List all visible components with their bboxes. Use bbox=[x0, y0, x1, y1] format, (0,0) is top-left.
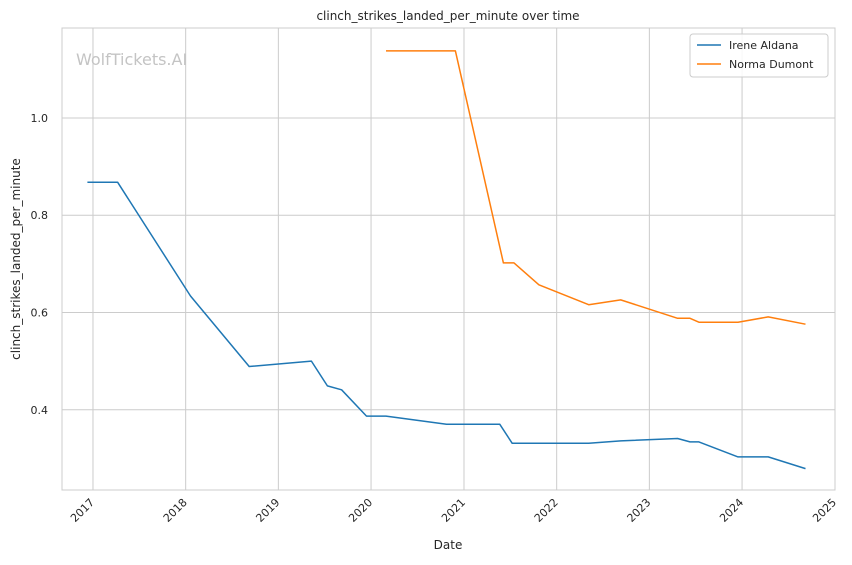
legend-label: Norma Dumont bbox=[729, 58, 814, 71]
watermark: WolfTickets.AI bbox=[76, 50, 187, 69]
legend-label: Irene Aldana bbox=[729, 39, 799, 52]
y-tick-label: 1.0 bbox=[31, 112, 49, 125]
series-lines bbox=[87, 50, 806, 470]
legend-box bbox=[689, 33, 829, 78]
grid-lines bbox=[62, 28, 836, 490]
y-tick-label: 0.4 bbox=[31, 404, 49, 417]
legend: Irene Aldana Norma Dumont bbox=[689, 33, 829, 78]
series-line-norma-dumont bbox=[386, 50, 806, 325]
y-axis-ticks: 0.4 0.6 0.8 1.0 bbox=[31, 112, 49, 417]
y-axis-label: clinch_strikes_landed_per_minute bbox=[9, 158, 23, 360]
series-line-irene-aldana bbox=[87, 181, 806, 470]
x-axis-label: Date bbox=[434, 538, 463, 552]
y-tick-label: 0.8 bbox=[31, 209, 49, 222]
chart-title: clinch_strikes_landed_per_minute over ti… bbox=[316, 9, 579, 23]
y-tick-label: 0.6 bbox=[31, 306, 49, 319]
plot-frame bbox=[61, 27, 836, 491]
